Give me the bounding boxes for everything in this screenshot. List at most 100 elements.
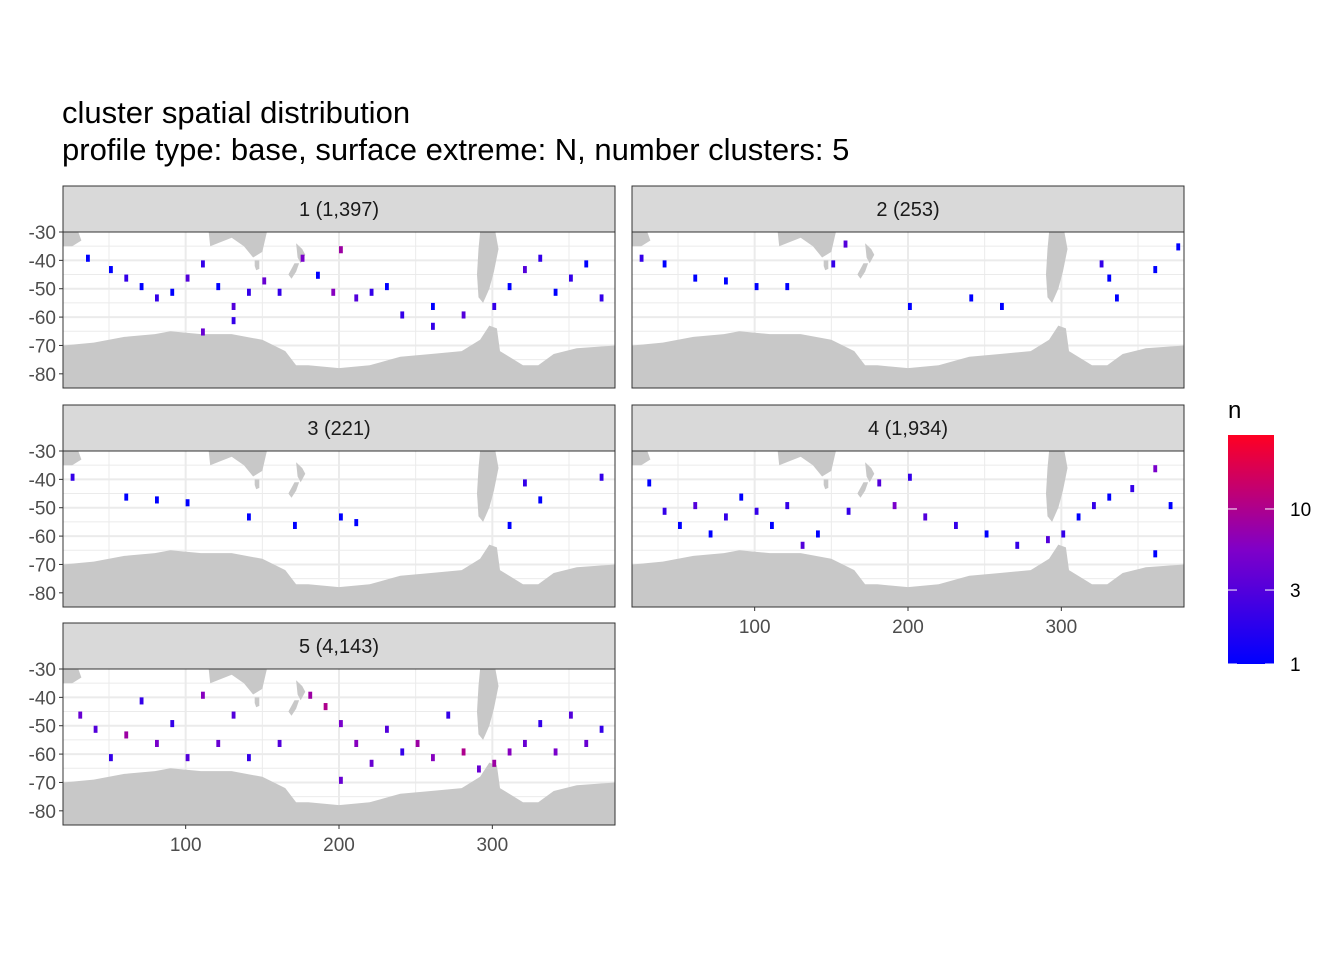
data-cell <box>231 711 236 719</box>
land-new-zealand-south <box>857 263 869 279</box>
data-cell <box>1046 536 1050 544</box>
data-cell <box>339 776 343 784</box>
land-new-zealand-south <box>288 263 300 279</box>
land-africa <box>632 451 651 466</box>
panel-border <box>631 231 1185 389</box>
y-tick-label: -80 <box>29 584 56 605</box>
legend-title: n <box>1228 397 1241 424</box>
x-tick-label: 100 <box>739 617 771 638</box>
data-cell <box>339 720 343 728</box>
data-cell <box>139 697 144 705</box>
panel-1: 1 (1,397) -30 -40 -50 -60 -70 -80 <box>29 185 616 389</box>
y-tick-label: -40 <box>29 688 56 709</box>
data-cell <box>892 502 897 510</box>
data-cell <box>877 479 882 487</box>
data-cell <box>492 302 497 310</box>
land-africa <box>632 232 651 247</box>
data-cell <box>678 521 682 529</box>
x-tick-label: 100 <box>170 835 202 856</box>
data-cell <box>385 725 389 733</box>
land-south-america <box>1046 232 1068 303</box>
data-cell <box>647 479 652 487</box>
data-cell <box>739 493 744 501</box>
legend-tick-label: 10 <box>1290 500 1311 521</box>
panel-border <box>62 450 616 608</box>
data-cell <box>385 283 389 291</box>
data-cell <box>354 739 359 747</box>
data-cell <box>492 759 497 767</box>
chart-subtitle: profile type: base, surface extreme: N, … <box>62 132 850 167</box>
facet-strip <box>62 622 616 670</box>
data-cell <box>724 277 728 285</box>
land-antarctica <box>632 325 1184 388</box>
data-cell <box>262 277 267 285</box>
data-cell <box>216 283 221 291</box>
data-cell <box>908 473 912 481</box>
data-cell <box>231 302 236 310</box>
data-cell <box>507 283 512 291</box>
y-tick-label: -50 <box>29 717 56 738</box>
land-new-zealand-south <box>288 700 300 716</box>
land-new-zealand-north <box>865 462 875 483</box>
data-cell <box>538 254 543 262</box>
data-cell <box>201 691 205 699</box>
legend-tick-label: 1 <box>1290 655 1301 676</box>
data-cell <box>170 720 175 728</box>
data-cell <box>170 288 175 296</box>
data-cell <box>247 513 251 521</box>
panel-2: 2 (253) <box>631 185 1185 389</box>
y-tick-label: -30 <box>29 660 56 681</box>
panel-border <box>62 231 616 389</box>
data-cell <box>124 274 129 282</box>
land-africa <box>63 451 82 466</box>
data-cell <box>155 739 159 747</box>
data-cell <box>1153 465 1158 473</box>
data-cell <box>662 507 667 515</box>
y-tick-label: -80 <box>29 802 56 823</box>
data-cell <box>1130 485 1135 493</box>
data-cell <box>231 317 236 325</box>
data-cell <box>415 739 420 747</box>
facet-strip-label: 5 (4,143) <box>299 636 379 658</box>
land-new-zealand-south <box>857 482 869 498</box>
data-cell <box>553 288 558 296</box>
data-cell <box>277 288 282 296</box>
data-cell <box>538 720 543 728</box>
land-australia <box>777 451 836 477</box>
y-tick-label: -70 <box>29 555 56 576</box>
data-cell <box>78 711 83 719</box>
data-cell <box>1092 502 1096 510</box>
data-cell <box>754 283 759 291</box>
land-new-zealand-north <box>865 243 875 264</box>
data-cell <box>93 725 98 733</box>
data-cell <box>1015 541 1020 549</box>
data-cell <box>461 748 466 756</box>
land-antarctica <box>63 544 615 607</box>
legend: n 1 3 10 <box>1228 397 1311 676</box>
facet-strip <box>631 185 1185 233</box>
y-tick-label: -60 <box>29 527 56 548</box>
data-cell <box>800 541 805 549</box>
panel-3: 3 (221) -30 -40 -50 -60 -70 -80 <box>29 404 616 608</box>
facet-strip-label: 2 (253) <box>876 199 939 221</box>
data-cell <box>984 530 989 538</box>
data-cell <box>584 739 589 747</box>
data-cell <box>155 496 159 504</box>
data-cell <box>446 711 451 719</box>
x-tick-label: 300 <box>1045 617 1077 638</box>
data-cell <box>185 499 190 507</box>
data-cell <box>770 521 774 529</box>
data-cell <box>201 260 205 268</box>
data-cell <box>523 479 527 487</box>
land-australia <box>208 451 267 477</box>
data-cell <box>908 302 912 310</box>
data-cell <box>185 274 190 282</box>
y-tick-label: -60 <box>29 308 56 329</box>
data-cell <box>599 294 604 302</box>
data-cell <box>293 521 297 529</box>
facet-strip-label: 4 (1,934) <box>868 418 948 440</box>
data-cell <box>507 521 512 529</box>
data-cell <box>1153 550 1158 558</box>
data-cell <box>369 288 374 296</box>
data-cell <box>323 703 328 711</box>
